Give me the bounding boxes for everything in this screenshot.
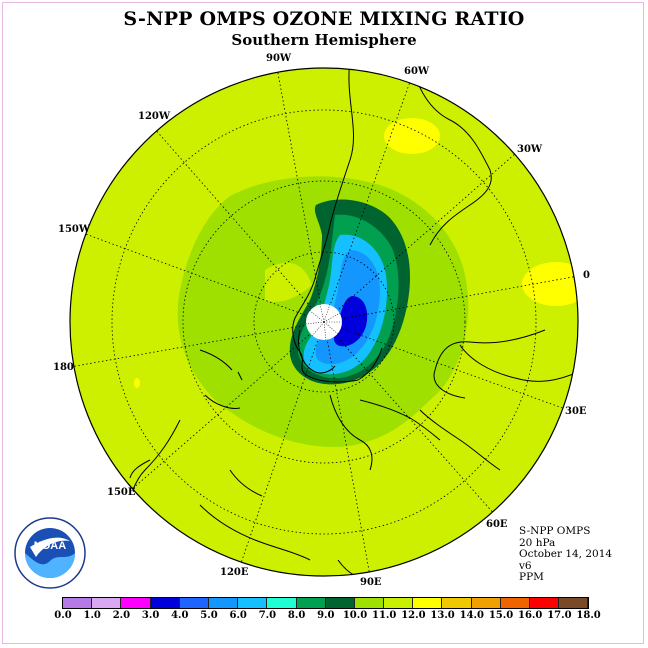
colorbar-segment	[559, 598, 589, 608]
colorbar-ticks: 0.0 1.0 2.0 3.0 4.0 5.0 6.0 7.0 8.0 9.0 10.0 11.0 12…	[0, 610, 648, 624]
colorbar-segment	[296, 598, 326, 608]
colorbar	[62, 597, 590, 609]
colorbar-tick-label: 17.0	[547, 610, 572, 621]
meridians	[70, 68, 578, 576]
info-instrument: S-NPP OMPS	[519, 525, 591, 537]
yellow-spot-west	[134, 378, 140, 388]
colorbar-segment	[442, 598, 472, 608]
pole-meridians	[305, 303, 342, 341]
colorbar-tick-label: 4.0	[171, 610, 189, 621]
label-30w: 30W	[517, 144, 543, 155]
colorbar-tick-label: 0.0	[54, 610, 72, 621]
yellow-patch-north	[384, 118, 440, 154]
product-info: S-NPP OMPS 20 hPa October 14, 2014 v6 PP…	[519, 525, 613, 584]
colorbar-segment	[500, 598, 530, 608]
info-level: 20 hPa	[519, 536, 556, 549]
colorbar-segment	[238, 598, 268, 608]
colorbar-segment	[413, 598, 443, 608]
info-date: October 14, 2014	[519, 548, 613, 561]
colorbar-segment	[179, 598, 209, 608]
colorbar-tick-label: 11.0	[372, 610, 397, 621]
colorbar-tick-label: 16.0	[518, 610, 543, 621]
colorbar-segment	[354, 598, 385, 608]
colorbar-tick-label: 18.0	[576, 610, 601, 621]
info-units: PPM	[519, 571, 544, 584]
colorbar-segment	[208, 598, 239, 608]
logo-text: NOAA	[34, 540, 66, 552]
noaa-logo: NOAA	[14, 517, 86, 589]
label-0: 0	[583, 270, 590, 281]
colorbar-tick-label: 15.0	[488, 610, 514, 621]
label-150e: 150E	[107, 487, 136, 498]
label-60e: 60E	[486, 519, 508, 530]
label-180: 180	[53, 362, 74, 373]
label-150w: 150W	[58, 224, 91, 235]
ring-inner-light	[265, 262, 312, 302]
colorbar-segment	[267, 598, 297, 608]
colorbar-tick-label: 8.0	[287, 610, 306, 621]
colorbar-tick-label: 10.0	[342, 610, 368, 621]
colorbar-tick-label: 7.0	[258, 610, 277, 621]
colorbar-tick-label: 14.0	[459, 610, 484, 621]
colorbar-segment	[530, 598, 560, 608]
colorbar-segment	[384, 598, 414, 608]
colorbar-tick-label: 5.0	[200, 610, 218, 621]
colorbar-tick-label: 9.0	[317, 610, 335, 621]
map-subtitle: Southern Hemisphere	[231, 31, 417, 49]
colorbar-segment	[150, 598, 180, 608]
label-90e: 90E	[360, 577, 382, 588]
colorbar-segment	[471, 598, 501, 608]
ozone-field	[70, 68, 578, 576]
colorbar-tick-label: 3.0	[141, 610, 160, 621]
label-60w: 60W	[404, 66, 430, 77]
label-30e: 30E	[565, 406, 587, 417]
ozone-hole-core	[333, 296, 368, 347]
colorbar-tick-label: 13.0	[430, 610, 455, 621]
colorbar-tick-label: 12.0	[401, 610, 426, 621]
label-120w: 120W	[138, 111, 171, 122]
colorbar-tick-label: 2.0	[112, 610, 131, 621]
latitude-circles	[111, 109, 537, 535]
colorbar-tick-label: 1.0	[83, 610, 101, 621]
label-120e: 120E	[220, 567, 249, 578]
colorbar-segment	[325, 598, 355, 608]
map-boundary	[69, 67, 579, 577]
info-version: v6	[519, 559, 532, 572]
label-90w: 90W	[266, 53, 292, 64]
colorbar-segment	[92, 598, 122, 608]
colorbar-tick-label: 6.0	[229, 610, 247, 621]
map-title: S-NPP OMPS OZONE MIXING RATIO	[123, 8, 525, 30]
colorbar-segment	[63, 598, 93, 608]
colorbar-segment	[121, 598, 151, 608]
